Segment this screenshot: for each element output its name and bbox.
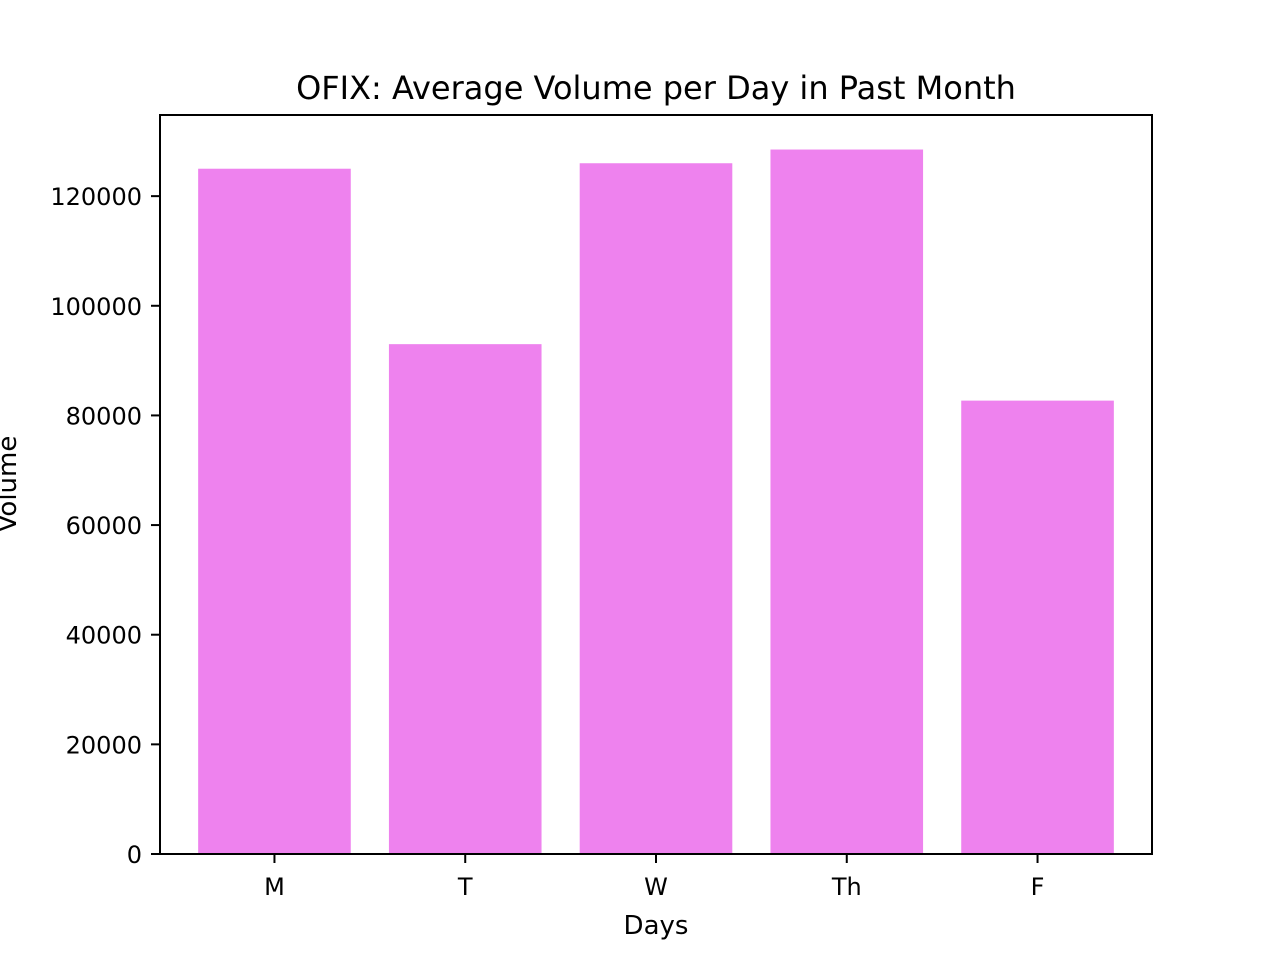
y-tick-label: 80000 [66, 402, 142, 430]
y-tick-label: 0 [127, 841, 142, 869]
bar-f [961, 400, 1114, 854]
bars-group [198, 149, 1114, 855]
y-tick-label: 60000 [66, 512, 142, 540]
y-tick-label: 120000 [50, 183, 142, 211]
x-axis-label: Days [624, 911, 689, 941]
x-tick-label: M [264, 873, 285, 901]
bar-t [388, 344, 542, 854]
chart-title: OFIX: Average Volume per Day in Past Mon… [296, 69, 1016, 107]
bar-th [770, 149, 924, 854]
x-axis-ticks: M T W Th F [264, 854, 1044, 901]
y-tick-label: 20000 [66, 731, 142, 759]
y-axis-ticks: 0 20000 40000 60000 80000 100000 120000 [50, 183, 160, 869]
x-tick-label: W [644, 873, 668, 901]
bar-w [579, 163, 733, 855]
x-tick-label: F [1031, 873, 1045, 901]
y-tick-label: 40000 [66, 622, 142, 650]
x-tick-label: T [457, 873, 473, 901]
x-tick-label: Th [831, 873, 862, 901]
y-axis-label: Volume [0, 436, 23, 533]
bar-m [198, 168, 351, 854]
y-tick-label: 100000 [50, 293, 142, 321]
